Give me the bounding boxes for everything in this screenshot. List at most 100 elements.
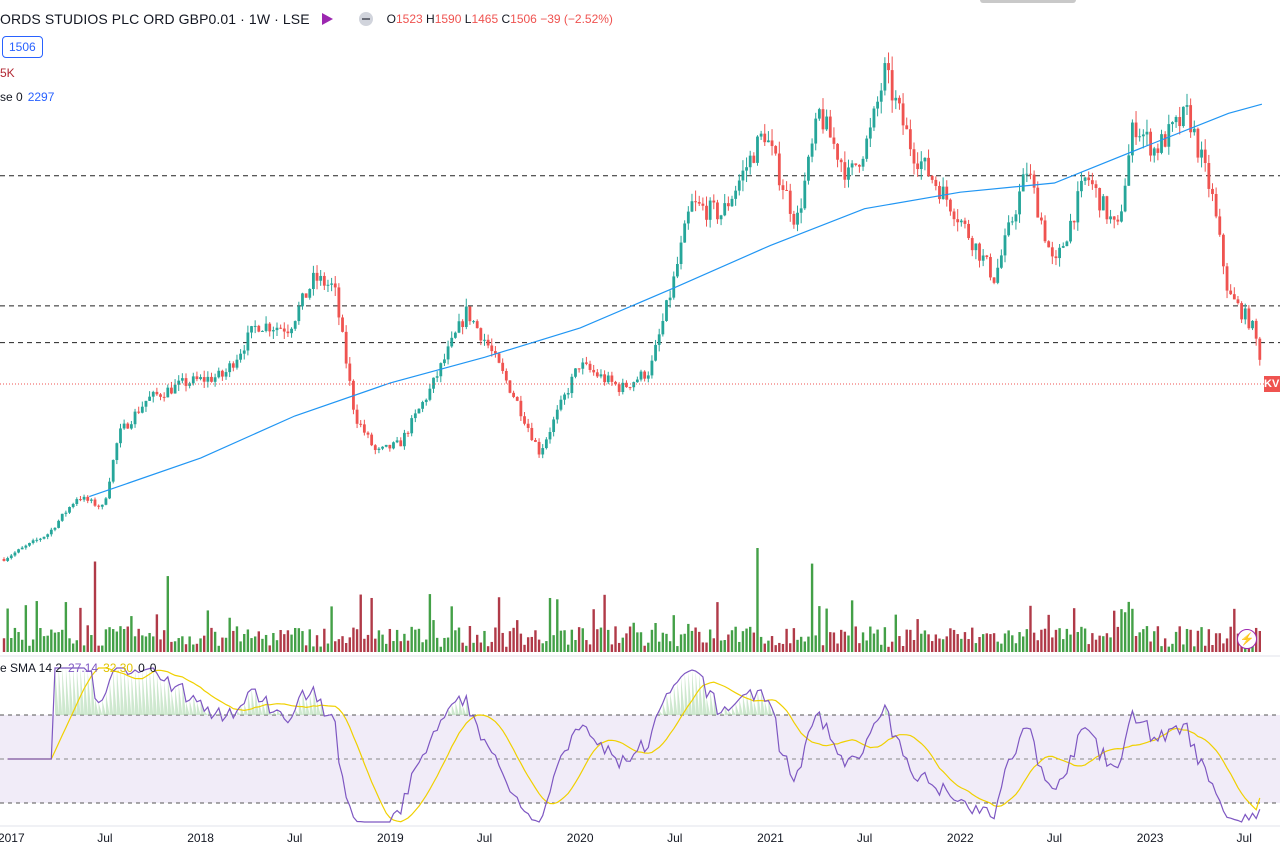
flag-icon[interactable] [321,13,333,25]
volume-bar [916,619,919,652]
minus-icon[interactable] [358,12,373,26]
candle-body [585,362,588,364]
candle-body [1236,299,1240,304]
candle-body [599,374,603,377]
lightning-icon[interactable]: ⚡ [1237,629,1257,649]
candle-body [210,376,213,382]
candle-body [938,185,941,200]
candle-body [308,289,312,298]
candle-body [202,377,206,382]
volume-bar [694,627,697,652]
volume-bar [355,629,359,652]
candle-body [312,272,315,290]
volume-bar [406,640,410,652]
volume-bar [585,640,588,652]
candle-body [297,306,301,322]
volume-bar [741,631,745,652]
volume-bar [654,622,657,652]
volume-bar [1040,629,1043,652]
volume-bar [1076,631,1079,652]
volume-bar [931,641,934,652]
volume-bar [348,637,351,652]
candle-body [504,370,508,381]
candle-body [883,63,887,91]
volume-bar [945,636,948,652]
volume-bar [1116,626,1120,652]
candle-body [581,362,585,369]
candle-body [228,363,232,373]
volume-bar [1069,634,1072,652]
candle-body [646,375,650,379]
volume-bar [286,630,290,652]
x-axis-ticks: 2017 Jul 2018 Jul 2019 Jul 2020 Jul 2021 Jul 2022 J… [0,831,1252,845]
volume-bar [1054,629,1058,652]
volume-bar [253,636,257,652]
volume-bar [192,644,195,652]
candle-body [126,423,130,429]
candle-body [544,439,548,449]
volume-bar [133,636,137,652]
volume-bar [170,641,173,652]
volume-bar [228,617,231,652]
candle-body [632,382,636,388]
volume-bar [679,634,683,652]
volume-bar [399,641,402,652]
candle-body [876,101,879,109]
volume-bar [392,641,395,652]
symbol-title[interactable]: ORDS STUDIOS PLC ORD GBP0.01 · 1W · LSE [0,11,310,27]
last-price-tag[interactable]: KV [1264,376,1280,392]
volume-bar [381,634,384,652]
volume-bar [428,594,432,652]
volume-bar [363,638,366,652]
candle-body [119,428,122,444]
candle-body [621,382,625,393]
candle-body [31,540,35,543]
candle-body [1120,211,1123,222]
x-tick-label: 2021 [757,831,784,845]
volume-bar [894,614,897,652]
volume-bar [279,629,282,652]
volume-bar [1062,639,1065,652]
volume-bar [912,639,916,652]
ma-legend: se 0 2297 [0,90,55,104]
candle-body [217,370,221,378]
candle-body [1123,185,1127,212]
volume-bar [304,645,308,652]
volume-bar [1163,638,1167,652]
volume-bar [290,634,293,652]
candle-body [759,133,763,137]
candle-body [570,376,574,394]
candle-body [475,321,479,329]
close-value: 1506 [510,12,537,26]
candle-body [359,423,363,425]
open-value: 1523 [395,12,423,26]
top-handle[interactable] [980,0,1076,3]
volume-bar [1153,631,1156,652]
volume-bar [876,629,879,652]
volume-bar [97,645,100,652]
volume-bar [410,626,413,652]
x-tick-label: 2019 [377,831,404,845]
candle-body [690,201,694,212]
volume-bar [1091,633,1094,652]
candle-body [1003,235,1007,256]
rsi-legend: e SMA 14 2 27.14 32.30 0 0 [0,661,157,675]
rsi-guides [0,714,1280,804]
volume-bar [104,629,108,652]
candle-body [148,396,151,401]
volume-bar [799,636,803,652]
volume-bar [734,626,737,652]
candle-body [1032,174,1036,188]
volume-bar [963,632,967,652]
price-box[interactable]: 1506 [2,36,43,58]
candle-body [1192,128,1196,133]
volume-bar [235,626,239,652]
candle-body [807,156,810,181]
volume-bar [1182,644,1185,652]
candle-body [1167,124,1171,147]
volume-bar [137,628,140,652]
volume-bar [1080,626,1083,652]
volume-bar [250,638,253,652]
candle-body [912,149,916,164]
